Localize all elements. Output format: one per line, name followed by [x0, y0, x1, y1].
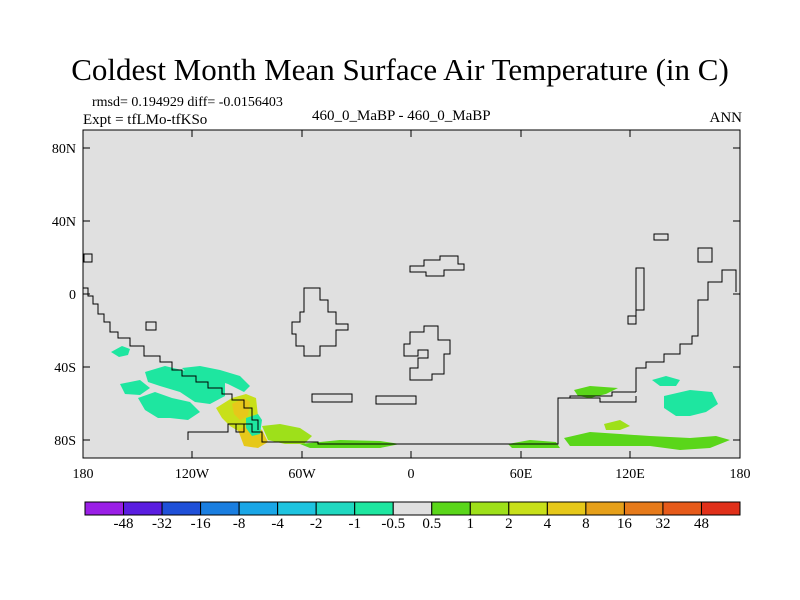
anomaly-ross-sea: [604, 420, 630, 430]
colorbar-label: -4: [271, 516, 284, 532]
anomaly-south-pacific-tail: [120, 380, 150, 395]
colorbar-label: 0.5: [422, 516, 442, 532]
colorbar-box: [238, 501, 279, 516]
lat-labels: 80N 40N 0 40S 80S: [52, 142, 76, 449]
colorbar-label: -1: [348, 516, 361, 532]
stats-text: rmsd= 0.194929 diff= -0.0156403: [92, 95, 283, 110]
colorbar-box: [546, 501, 587, 516]
lat-label: 40N: [52, 215, 76, 230]
lon-ticks: [82, 130, 741, 458]
lat-label: 0: [69, 288, 76, 303]
lon-label: 120W: [175, 467, 210, 482]
comparison-label: 460_0_MaBP - 460_0_MaBP: [312, 108, 491, 124]
colorbar-box: [431, 501, 471, 516]
colorbar-label: -32: [152, 516, 173, 532]
lat-label: 80S: [54, 434, 76, 449]
colorbar-box: [123, 501, 163, 516]
lon-label: 180: [73, 467, 94, 482]
lon-label: 60E: [510, 467, 533, 482]
colorbar-label: 1: [466, 516, 475, 532]
colorbar-box: [84, 501, 125, 516]
colorbar-label: -16: [190, 516, 211, 532]
colorbar-label: -48: [113, 516, 134, 532]
experiment-label: Expt = tfLMo-tfKSo: [83, 112, 208, 128]
colorbar-box: [623, 501, 664, 516]
lon-label: 0: [408, 467, 415, 482]
lon-labels: 180 120W 60W 0 60E 120E 180: [73, 467, 751, 482]
anomaly-east-antarctica: [564, 432, 730, 450]
anomaly-south-pacific-south: [138, 392, 200, 420]
anomaly-indian-ocean: [574, 386, 618, 398]
lon-label: 120E: [615, 467, 645, 482]
colorbar-label: 16: [616, 516, 632, 532]
chart-title: Coldest Month Mean Surface Air Temperatu…: [71, 52, 729, 87]
map-background: [83, 130, 740, 458]
colorbar-box: [200, 501, 240, 516]
colorbar: [84, 501, 741, 516]
colorbar-label: 2: [505, 516, 513, 532]
colorbar-box: [662, 501, 702, 516]
colorbar-box: [392, 501, 433, 516]
colorbar-box: [354, 501, 394, 516]
colorbar-label: 48: [693, 516, 709, 532]
colorbar-box: [161, 501, 202, 516]
colorbar-box: [508, 501, 548, 516]
colorbar-label: 8: [582, 516, 590, 532]
anomaly-australia-south: [652, 376, 680, 386]
lon-label: 180: [730, 467, 751, 482]
colorbar-box: [315, 501, 356, 516]
lat-ticks: [83, 147, 740, 441]
anomaly-tasman-cold: [664, 390, 718, 416]
lat-label: 80N: [52, 142, 76, 157]
colorbar-box: [585, 501, 625, 516]
anomaly-south-pacific-west: [111, 346, 130, 357]
lat-label: 40S: [54, 361, 76, 376]
colorbar-label: 32: [655, 516, 671, 532]
anomaly-south-pacific-east: [182, 366, 250, 392]
lon-label: 60W: [288, 467, 316, 482]
colorbar-box: [700, 501, 741, 516]
colorbar-label: -0.5: [381, 516, 406, 532]
colorbar-label: -8: [232, 516, 246, 532]
coastlines: [83, 233, 737, 445]
colorbar-box: [277, 501, 317, 516]
colorbar-label: -2: [309, 516, 323, 532]
anomaly-peninsula-core: [232, 398, 250, 420]
colorbar-box: [469, 501, 510, 516]
colorbar-label: 4: [543, 516, 552, 532]
season-label: ANN: [709, 110, 743, 126]
anomaly-layer: [111, 346, 730, 450]
anomaly-weddell: [262, 424, 312, 444]
